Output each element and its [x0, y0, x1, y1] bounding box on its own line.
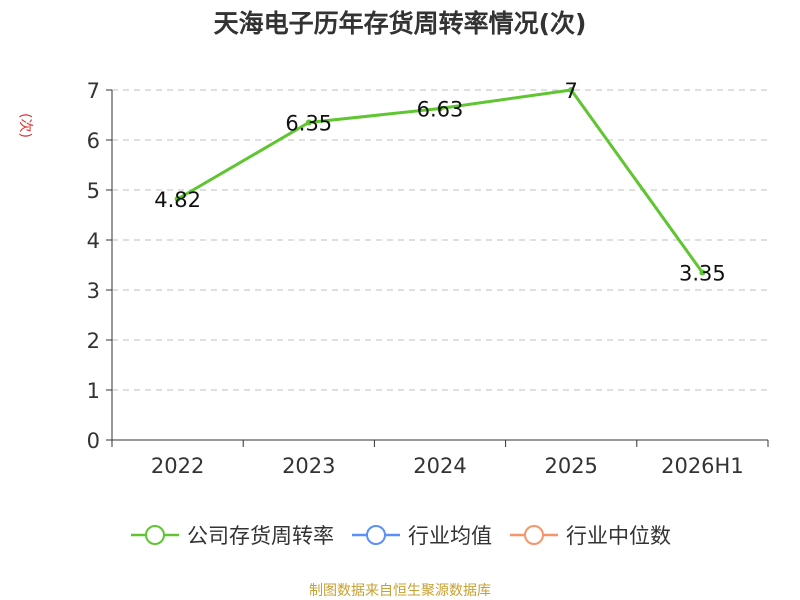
- data-point: [437, 105, 443, 112]
- y-tick-label: 3: [87, 279, 100, 303]
- data-point: [305, 119, 312, 126]
- legend-swatch-marker: [524, 525, 544, 545]
- legend-item[interactable]: 行业均值: [350, 520, 492, 550]
- axes: 0 1 2 3 4 5 6 7 2022 2023 2024 2025 2026H1: [87, 79, 769, 478]
- data-point: [568, 87, 575, 93]
- y-tick-label: 0: [87, 429, 100, 453]
- legend-label: 公司存货周转率: [187, 524, 334, 548]
- data-point: [699, 269, 706, 276]
- legend-swatch: [510, 525, 558, 545]
- legend-label: 行业中位数: [566, 524, 671, 548]
- series: [174, 87, 706, 276]
- data-label: 6.63: [417, 98, 464, 122]
- data-label: 3.35: [679, 262, 726, 286]
- x-tick-label: 2025: [544, 454, 597, 478]
- y-tick-label: 1: [87, 379, 100, 403]
- source-note: 制图数据来自恒生聚源数据库: [309, 583, 491, 599]
- x-tick-label: 2022: [151, 454, 204, 478]
- legend: 公司存货周转率 行业均值 行业中位数: [0, 520, 800, 550]
- data-label: 7: [565, 79, 578, 103]
- data-label: 6.35: [285, 112, 332, 136]
- legend-label: 行业均值: [408, 524, 492, 548]
- data-labels: 4.82 6.35 6.63 7 3.35: [154, 79, 726, 286]
- y-tick-label: 4: [87, 229, 100, 253]
- line-chart: 0 1 2 3 4 5 6 7 2022 2023 2024 2025 2026H1 4.82 6.35 6…: [87, 79, 769, 478]
- legend-swatch: [352, 525, 400, 545]
- legend-swatch: [131, 525, 179, 545]
- x-tick-label: 2023: [282, 454, 335, 478]
- y-tick-label: 2: [87, 329, 100, 353]
- y-tick-label: 7: [87, 79, 100, 103]
- chart-title: 天海电子历年存货周转率情况(次): [213, 9, 587, 38]
- data-point: [174, 196, 181, 202]
- legend-swatch-marker: [145, 525, 165, 545]
- data-label: 4.82: [154, 188, 201, 212]
- legend-item[interactable]: 公司存货周转率: [129, 520, 334, 550]
- gridlines: [112, 89, 768, 391]
- x-tick-label: 2024: [413, 454, 466, 478]
- x-tick-label: 2026H1: [661, 454, 744, 478]
- legend-swatch-marker: [366, 525, 386, 545]
- y-tick-label: 5: [87, 179, 100, 203]
- y-tick-label: 6: [87, 129, 100, 153]
- legend-item[interactable]: 行业中位数: [508, 520, 671, 550]
